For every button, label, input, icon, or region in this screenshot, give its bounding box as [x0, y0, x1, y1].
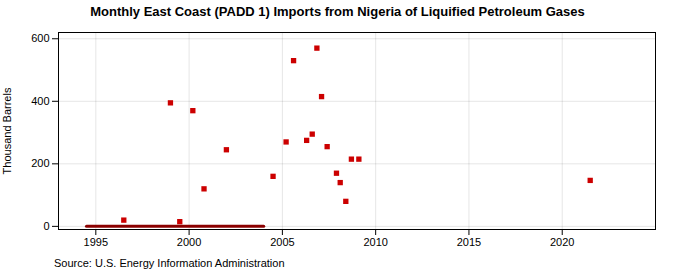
svg-text:2020: 2020: [550, 236, 574, 248]
svg-text:400: 400: [31, 95, 49, 107]
svg-text:2015: 2015: [457, 236, 481, 248]
svg-text:2010: 2010: [363, 236, 387, 248]
svg-text:Thousand Barrels: Thousand Barrels: [1, 87, 13, 174]
svg-text:2005: 2005: [270, 236, 294, 248]
html-text:Source: U.S. Energy Informatio: Source: U.S. Energy Information Administ…: [54, 257, 285, 269]
svg-text:600: 600: [31, 32, 49, 44]
svg-text:2000: 2000: [177, 236, 201, 248]
html-text:Monthly East Coast (PADD 1) Im: Monthly East Coast (PADD 1) Imports from…: [90, 4, 585, 19]
svg-text:0: 0: [43, 220, 49, 232]
svg-text:1995: 1995: [84, 236, 108, 248]
svg-text:200: 200: [31, 157, 49, 169]
